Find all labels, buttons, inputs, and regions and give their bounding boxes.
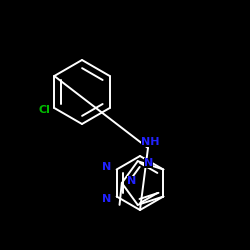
Text: N: N	[102, 194, 111, 203]
Text: Cl: Cl	[38, 105, 50, 115]
Text: NH: NH	[141, 137, 159, 147]
Text: N: N	[127, 176, 136, 186]
Text: N: N	[144, 158, 153, 168]
Text: N: N	[102, 162, 111, 172]
